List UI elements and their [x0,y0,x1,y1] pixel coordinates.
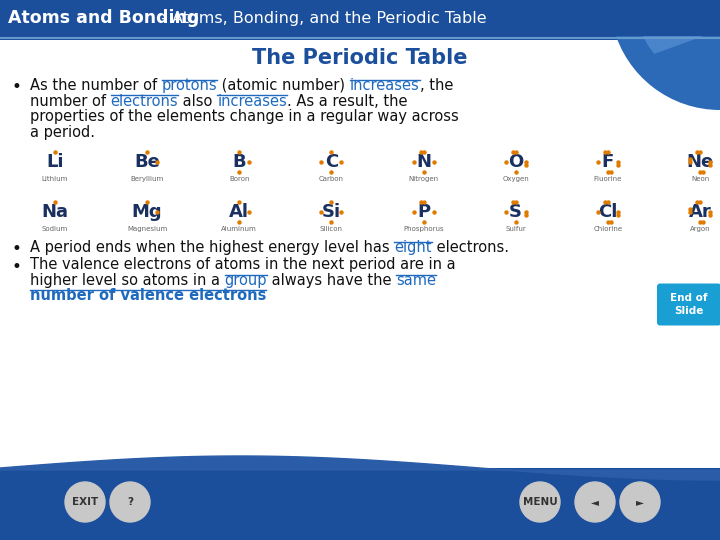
Text: same: same [396,273,436,288]
Text: - Atoms, Bonding, and the Periodic Table: - Atoms, Bonding, and the Periodic Table [156,10,487,25]
Text: Li: Li [46,153,64,171]
Text: Lithium: Lithium [42,176,68,182]
Text: Boron: Boron [229,176,250,182]
FancyBboxPatch shape [0,468,720,540]
Wedge shape [649,30,720,105]
Text: Na: Na [42,203,68,221]
Text: Argon: Argon [690,226,711,232]
Circle shape [575,482,615,522]
Text: Sulfur: Sulfur [505,226,526,232]
Text: Oxygen: Oxygen [503,176,529,182]
Text: (atomic number): (atomic number) [217,78,350,93]
Circle shape [65,482,105,522]
FancyBboxPatch shape [0,0,720,36]
Wedge shape [638,0,720,85]
Text: End of
Slide: End of Slide [670,293,708,316]
Text: ►: ► [636,497,644,507]
Circle shape [110,482,150,522]
Text: also: also [179,93,217,109]
Text: , the: , the [420,78,453,93]
Text: group: group [225,273,267,288]
Text: number of: number of [30,93,111,109]
Text: Al: Al [229,203,249,221]
Circle shape [520,482,560,522]
Text: •: • [12,78,22,96]
Text: A period ends when the highest energy level has: A period ends when the highest energy le… [30,240,395,255]
Text: Ar: Ar [688,203,711,221]
Text: Ne: Ne [686,153,714,171]
Text: Silicon: Silicon [320,226,343,232]
Text: Sodium: Sodium [42,226,68,232]
Text: O: O [508,153,523,171]
Text: Be: Be [134,153,160,171]
Text: Phosphorus: Phosphorus [403,226,444,232]
Text: •: • [12,240,22,258]
Text: S: S [509,203,522,221]
Text: B: B [233,153,246,171]
Text: C: C [325,153,338,171]
Text: . As a result, the: . As a result, the [287,93,408,109]
Text: Magnesium: Magnesium [127,226,167,232]
Text: EXIT: EXIT [72,497,98,507]
Text: The valence electrons of atoms in the next period are in a: The valence electrons of atoms in the ne… [30,258,456,273]
Text: P: P [417,203,430,221]
Wedge shape [613,0,720,110]
Text: Beryllium: Beryllium [130,176,163,182]
Text: electrons: electrons [111,93,179,109]
Text: Nitrogen: Nitrogen [408,176,438,182]
Text: electrons.: electrons. [432,240,509,255]
Text: Atoms and Bonding: Atoms and Bonding [8,9,199,27]
Text: a period.: a period. [30,125,95,139]
Text: F: F [602,153,614,171]
Text: ◄: ◄ [591,497,599,507]
Text: properties of the elements change in a regular way across: properties of the elements change in a r… [30,109,459,124]
Text: eight: eight [395,240,432,255]
Text: increases: increases [217,93,287,109]
Text: number of valence electrons: number of valence electrons [30,288,266,303]
Text: The Periodic Table: The Periodic Table [252,48,468,68]
Text: Mg: Mg [132,203,163,221]
Text: Chlorine: Chlorine [593,226,622,232]
Circle shape [620,482,660,522]
Text: MENU: MENU [523,497,557,507]
Text: N: N [416,153,431,171]
Text: higher level so atoms in a: higher level so atoms in a [30,273,225,288]
Text: Carbon: Carbon [319,176,344,182]
Text: ?: ? [127,497,133,507]
FancyBboxPatch shape [0,40,720,468]
Text: Aluminum: Aluminum [222,226,257,232]
Text: Neon: Neon [691,176,709,182]
Text: •: • [12,258,22,275]
Text: Cl: Cl [598,203,618,221]
Text: increases: increases [350,78,420,93]
Text: Si: Si [322,203,341,221]
Text: Fluorine: Fluorine [594,176,622,182]
Text: As the number of: As the number of [30,78,162,93]
Text: always have the: always have the [267,273,396,288]
FancyBboxPatch shape [657,284,720,326]
Text: protons: protons [162,78,217,93]
